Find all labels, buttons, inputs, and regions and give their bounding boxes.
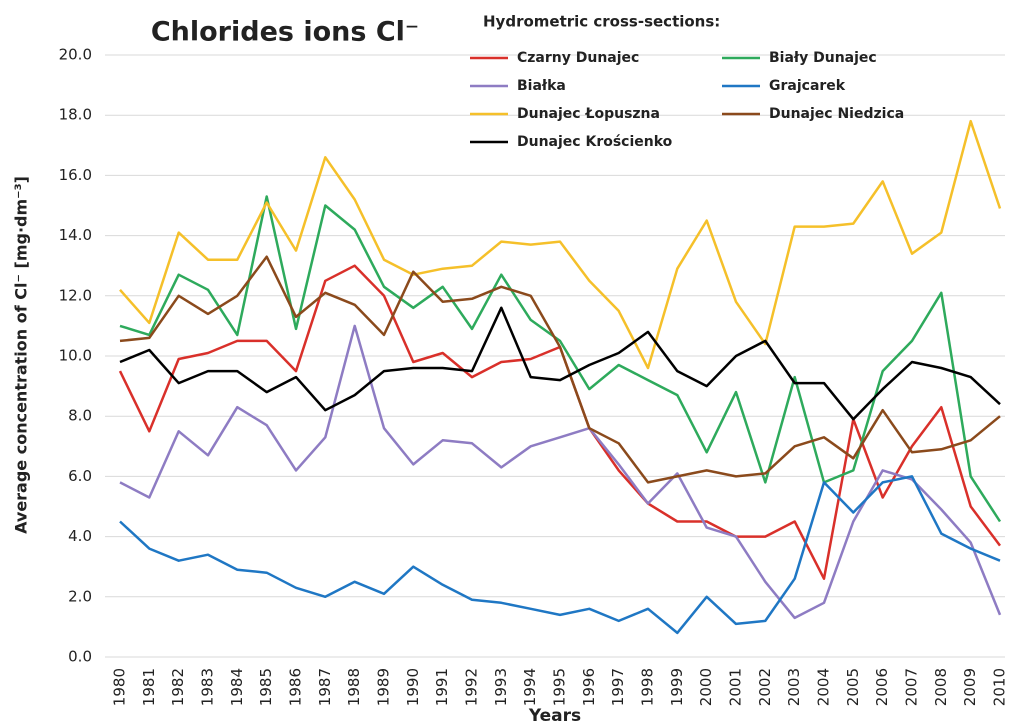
y-tick-label: 10.0 bbox=[59, 347, 92, 365]
series-line bbox=[119, 475, 1001, 635]
x-tick-label: 1990 bbox=[404, 668, 422, 706]
y-tick-label: 2.0 bbox=[68, 587, 92, 605]
chart-title: Chlorides ions Cl⁻ bbox=[151, 17, 419, 48]
x-tick-label: 1986 bbox=[287, 668, 305, 706]
x-tick-label: 1998 bbox=[639, 668, 657, 706]
x-tick-label: 1988 bbox=[345, 668, 363, 706]
x-tick-label: 2010 bbox=[991, 668, 1009, 706]
x-tick-label: 1983 bbox=[199, 668, 217, 706]
x-tick-label: 2004 bbox=[815, 668, 833, 706]
x-tick-label: 2001 bbox=[727, 668, 745, 706]
legend-label: Biały Dunajec bbox=[769, 50, 877, 66]
x-tick-label: 2007 bbox=[903, 668, 921, 706]
y-tick-label: 8.0 bbox=[68, 407, 92, 425]
x-axis-label: Years bbox=[528, 706, 581, 724]
y-tick-label: 0.0 bbox=[68, 648, 92, 666]
y-tick-label: 6.0 bbox=[68, 467, 92, 485]
y-tick-label: 16.0 bbox=[59, 166, 92, 184]
x-tick-label: 1982 bbox=[169, 668, 187, 706]
y-tick-label: 20.0 bbox=[59, 46, 92, 64]
x-tick-label: 1981 bbox=[140, 668, 158, 706]
series-line bbox=[119, 324, 1002, 620]
x-tick-label: 1991 bbox=[433, 668, 451, 706]
series-line bbox=[119, 195, 1002, 523]
x-tick-label: 1995 bbox=[551, 668, 569, 706]
x-tick-label: 1999 bbox=[668, 668, 686, 706]
x-tick-label: 2002 bbox=[756, 668, 774, 706]
x-tick-label: 1984 bbox=[228, 668, 246, 706]
x-tick-label: 2005 bbox=[844, 668, 862, 706]
y-tick-label: 18.0 bbox=[59, 106, 92, 124]
series-line bbox=[119, 119, 1002, 370]
series-line bbox=[119, 306, 1001, 421]
legend-label: Dunajec Niedzica bbox=[769, 106, 904, 122]
y-tick-label: 4.0 bbox=[68, 527, 92, 545]
legend-label: Dunajec Łopuszna bbox=[517, 106, 660, 122]
x-tick-label: 1985 bbox=[257, 668, 275, 706]
x-tick-label: 1987 bbox=[316, 668, 334, 706]
y-axis-label: Average concentration of Cl⁻ [mg·dm⁻³] bbox=[12, 176, 31, 534]
x-tick-label: 1996 bbox=[580, 668, 598, 706]
y-tick-label: 12.0 bbox=[59, 286, 92, 304]
y-tick-label: 14.0 bbox=[59, 226, 92, 244]
x-tick-label: 1992 bbox=[463, 668, 481, 706]
x-tick-label: 2000 bbox=[697, 668, 715, 706]
x-tick-label: 2006 bbox=[873, 668, 891, 706]
x-tick-label: 1997 bbox=[609, 668, 627, 706]
x-tick-label: 1993 bbox=[492, 668, 510, 706]
x-tick-label: 1989 bbox=[375, 668, 393, 706]
legend-title: Hydrometric cross-sections: bbox=[483, 13, 720, 31]
x-tick-label: 2009 bbox=[961, 668, 979, 706]
x-tick-label: 2003 bbox=[785, 668, 803, 706]
legend-label: Białka bbox=[517, 78, 566, 94]
legend-label: Dunajec Krościenko bbox=[517, 134, 673, 150]
x-tick-label: 2008 bbox=[932, 668, 950, 706]
legend-label: Grajcarek bbox=[769, 78, 846, 94]
legend-label: Czarny Dunajec bbox=[517, 50, 639, 66]
x-tick-label: 1980 bbox=[111, 668, 129, 706]
series-line bbox=[119, 255, 1001, 484]
x-tick-label: 1994 bbox=[521, 668, 539, 706]
